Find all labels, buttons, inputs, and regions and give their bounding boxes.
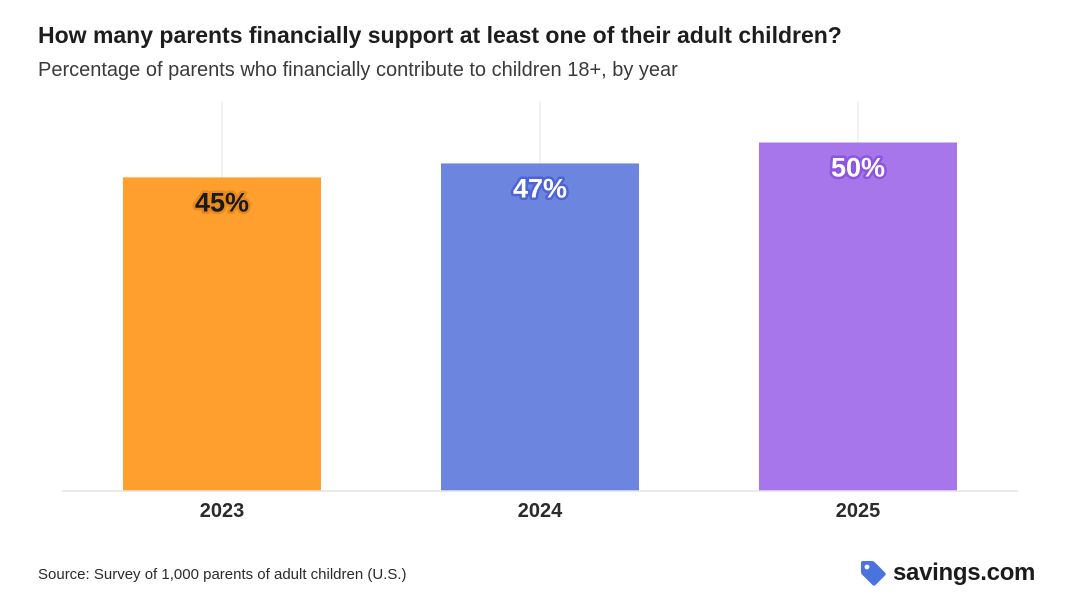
source-note: Source: Survey of 1,000 parents of adult… — [38, 566, 407, 583]
data-label-2024: 47% — [513, 173, 567, 203]
data-label-2023: 45% — [195, 187, 249, 217]
chart-title: How many parents financially support at … — [38, 22, 842, 48]
chart-subtitle: Percentage of parents who financially co… — [38, 59, 678, 81]
bars — [123, 142, 957, 492]
x-tick-2025: 2025 — [836, 500, 881, 522]
tag-icon — [861, 561, 886, 586]
bar-2024[interactable] — [441, 163, 639, 491]
bar-2025[interactable] — [759, 142, 957, 492]
brand-logo[interactable]: savings.com — [858, 558, 1035, 588]
x-tick-2024: 2024 — [518, 500, 563, 522]
data-labels: 45% 47% 50% — [192, 150, 887, 220]
data-label-2025: 50% — [831, 153, 885, 183]
brand-name: savings.com — [893, 559, 1036, 586]
x-axis-ticks: 2023 2024 2025 — [200, 500, 881, 522]
bar-2023[interactable] — [123, 177, 321, 491]
x-tick-2023: 2023 — [200, 500, 245, 522]
